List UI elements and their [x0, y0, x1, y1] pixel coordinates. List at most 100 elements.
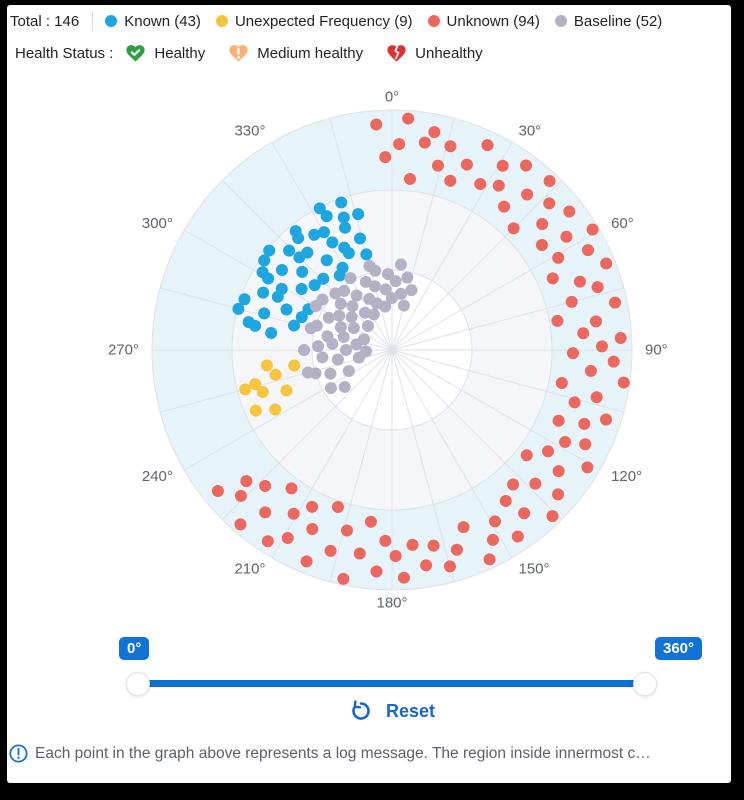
data-point-unknown[interactable] — [614, 332, 627, 345]
data-point-unknown[interactable] — [341, 524, 354, 537]
data-point-unknown[interactable] — [211, 484, 224, 497]
data-point-unknown[interactable] — [551, 314, 564, 327]
data-point-baseline[interactable] — [401, 271, 414, 284]
data-point-unknown[interactable] — [431, 159, 444, 172]
data-point-unknown[interactable] — [379, 151, 392, 164]
data-point-baseline[interactable] — [357, 333, 370, 346]
data-point-known[interactable] — [258, 307, 271, 320]
data-point-known[interactable] — [249, 319, 262, 332]
data-point-unknown[interactable] — [552, 465, 565, 478]
data-point-unknown[interactable] — [518, 507, 531, 520]
data-point-unknown[interactable] — [259, 506, 272, 519]
data-point-baseline[interactable] — [309, 300, 322, 312]
data-point-unknown[interactable] — [573, 275, 586, 288]
data-point-known[interactable] — [320, 254, 333, 267]
data-point-unknown[interactable] — [499, 494, 512, 507]
legend-item-unknown[interactable]: Unknown (94) — [427, 13, 540, 30]
data-point-known[interactable] — [280, 303, 293, 316]
data-point-unknown[interactable] — [565, 295, 578, 308]
data-point-baseline[interactable] — [379, 300, 392, 313]
data-point-known[interactable] — [258, 254, 271, 267]
data-point-unknown[interactable] — [543, 175, 556, 188]
data-point-known[interactable] — [295, 283, 308, 296]
data-point-known[interactable] — [326, 236, 339, 249]
legend-item-known[interactable]: Known (43) — [105, 13, 201, 30]
data-point-baseline[interactable] — [298, 344, 310, 356]
data-point-baseline[interactable] — [358, 306, 371, 319]
data-point-unknown[interactable] — [457, 521, 470, 534]
data-point-unknown[interactable] — [234, 489, 247, 502]
data-point-baseline[interactable] — [333, 309, 346, 322]
data-point-unknown[interactable] — [306, 500, 319, 513]
data-point-unknown[interactable] — [234, 518, 247, 531]
data-point-baseline[interactable] — [337, 331, 350, 344]
data-point-unknown[interactable] — [563, 205, 576, 218]
data-point-unknown[interactable] — [589, 315, 602, 328]
data-point-unknown[interactable] — [370, 565, 383, 578]
reset-button[interactable]: Reset — [349, 699, 435, 723]
data-point-baseline[interactable] — [316, 351, 329, 364]
data-point-known[interactable] — [263, 244, 276, 257]
data-point-unknown[interactable] — [560, 230, 573, 243]
data-point-unknown[interactable] — [581, 461, 594, 474]
data-point-unexpected-frequency[interactable] — [249, 404, 262, 417]
data-point-unknown[interactable] — [541, 445, 554, 458]
data-point-baseline[interactable] — [344, 272, 357, 285]
data-point-unknown[interactable] — [595, 340, 608, 353]
data-point-unexpected-frequency[interactable] — [288, 359, 301, 372]
data-point-unknown[interactable] — [609, 296, 622, 309]
data-point-unknown[interactable] — [397, 571, 410, 584]
data-point-baseline[interactable] — [321, 330, 334, 343]
data-point-unknown[interactable] — [402, 112, 415, 125]
data-point-baseline[interactable] — [346, 300, 359, 313]
data-point-unknown[interactable] — [507, 478, 520, 491]
data-point-baseline[interactable] — [379, 283, 392, 296]
data-point-unknown[interactable] — [379, 534, 392, 547]
data-point-unknown[interactable] — [546, 510, 559, 523]
data-point-unknown[interactable] — [450, 543, 463, 556]
data-point-known[interactable] — [296, 265, 309, 278]
data-point-unknown[interactable] — [498, 200, 511, 213]
data-point-unknown[interactable] — [406, 538, 419, 551]
data-point-unknown[interactable] — [529, 477, 542, 490]
data-point-unknown[interactable] — [577, 327, 590, 340]
data-point-unknown[interactable] — [584, 364, 597, 377]
slider-handle-max[interactable] — [633, 672, 657, 696]
data-point-baseline[interactable] — [312, 340, 325, 353]
data-point-baseline[interactable] — [394, 258, 407, 271]
data-point-unexpected-frequency[interactable] — [260, 359, 273, 372]
data-point-unknown[interactable] — [546, 272, 559, 285]
data-point-baseline[interactable] — [347, 322, 360, 334]
data-point-unknown[interactable] — [521, 188, 534, 201]
data-point-baseline[interactable] — [324, 382, 337, 395]
data-point-unexpected-frequency[interactable] — [249, 378, 262, 391]
data-point-unknown[interactable] — [599, 413, 612, 426]
data-point-known[interactable] — [354, 232, 367, 245]
data-point-baseline[interactable] — [324, 367, 337, 380]
data-point-baseline[interactable] — [334, 297, 347, 310]
data-point-unknown[interactable] — [489, 515, 502, 528]
data-point-known[interactable] — [271, 290, 284, 303]
data-point-unknown[interactable] — [300, 555, 313, 568]
data-point-unknown[interactable] — [543, 197, 556, 210]
data-point-unknown[interactable] — [443, 560, 456, 573]
data-point-known[interactable] — [308, 279, 321, 292]
data-point-unknown[interactable] — [568, 396, 581, 409]
data-point-unknown[interactable] — [536, 218, 549, 231]
data-point-baseline[interactable] — [363, 259, 376, 272]
data-point-unknown[interactable] — [364, 515, 377, 528]
data-point-unknown[interactable] — [582, 244, 595, 257]
data-point-unknown[interactable] — [566, 347, 579, 360]
data-point-unknown[interactable] — [578, 417, 591, 430]
data-point-unknown[interactable] — [474, 178, 487, 191]
data-point-unknown[interactable] — [552, 488, 565, 501]
data-point-known[interactable] — [308, 228, 321, 241]
data-point-unknown[interactable] — [511, 530, 524, 543]
data-point-unknown[interactable] — [586, 223, 599, 236]
data-point-known[interactable] — [337, 211, 350, 224]
data-point-unknown[interactable] — [427, 539, 440, 552]
data-point-baseline[interactable] — [350, 289, 363, 302]
data-point-unknown[interactable] — [420, 559, 433, 572]
angle-range-slider-track[interactable] — [138, 680, 645, 687]
data-point-unknown[interactable] — [507, 222, 520, 235]
